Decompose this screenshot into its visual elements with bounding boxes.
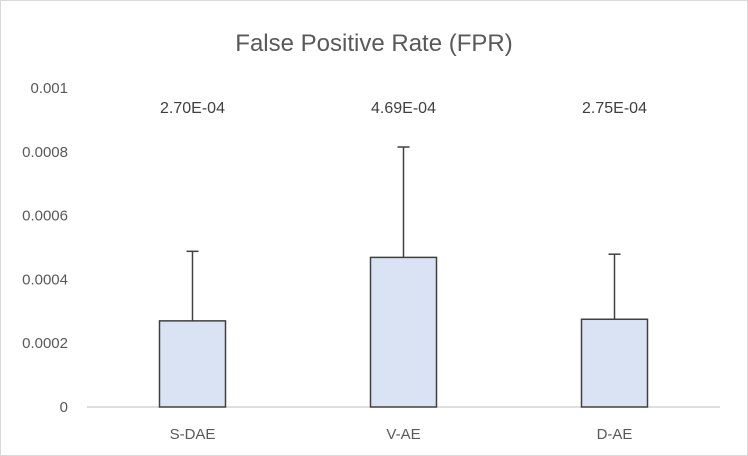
- chart-title: False Positive Rate (FPR): [235, 30, 512, 57]
- category-label: V-AE: [386, 426, 420, 443]
- y-tick-label: 0.0006: [22, 208, 68, 225]
- y-tick-label: 0.0004: [22, 271, 68, 288]
- category-labels: S-DAE V-AE D-AE: [170, 426, 633, 443]
- category-label: D-AE: [597, 426, 633, 443]
- y-tick-label: 0.0008: [22, 144, 68, 161]
- category-label: S-DAE: [170, 426, 216, 443]
- data-labels: 2.70E-04 4.69E-04 2.75E-04: [160, 100, 647, 117]
- data-label: 2.75E-04: [582, 100, 647, 117]
- error-bars: [186, 146, 621, 321]
- y-tick-label: 0: [60, 399, 68, 416]
- data-label: 2.70E-04: [160, 100, 225, 117]
- bar-v-ae: [369, 256, 438, 408]
- bar-d-ae: [580, 318, 649, 408]
- y-tick-label: 0.001: [30, 80, 68, 97]
- data-label: 4.69E-04: [371, 100, 436, 117]
- bar-s-dae: [158, 320, 227, 408]
- bars: [158, 256, 649, 408]
- y-axis-ticks: 0 0.0002 0.0004 0.0006 0.0008 0.001: [22, 80, 68, 416]
- y-tick-label: 0.0002: [22, 335, 68, 352]
